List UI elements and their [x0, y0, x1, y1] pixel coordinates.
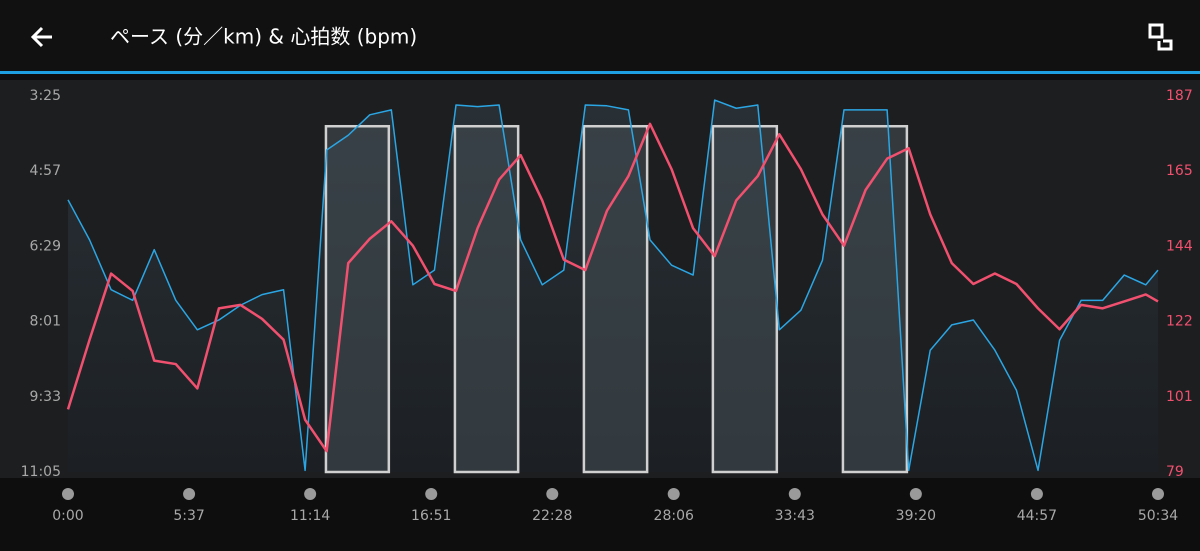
- x-tick-label: 5:37: [173, 508, 204, 524]
- x-tick-label: 44:57: [1017, 508, 1057, 524]
- x-tick-dot: [546, 488, 559, 500]
- y-tick-label: 8:01: [30, 314, 61, 330]
- y-tick-label: 4:57: [30, 163, 61, 179]
- interval: [453, 124, 520, 474]
- interval: [841, 124, 909, 474]
- x-tick-label: 50:34: [1138, 508, 1178, 524]
- x-tick-dot: [788, 488, 801, 500]
- x-tick-dot: [667, 488, 680, 500]
- y2-tick-label: 165: [1166, 163, 1193, 179]
- x-tick-dot: [304, 488, 317, 500]
- x-tick-dot: [183, 488, 196, 500]
- title: ペース (分／km) & 心拍数 (bpm): [110, 25, 417, 49]
- expand-icon: [1148, 23, 1164, 39]
- x-tick-label: 22:28: [532, 508, 572, 524]
- y2-tick-label: 122: [1166, 314, 1193, 330]
- interval: [582, 124, 649, 474]
- y-tick-label: 3:25: [30, 88, 61, 104]
- y2-tick-label: 101: [1166, 389, 1193, 405]
- y2-tick-label: 79: [1166, 464, 1184, 480]
- x-tick-dot: [425, 488, 438, 500]
- top-bar: [0, 0, 1200, 72]
- back-button[interactable]: [30, 26, 52, 48]
- x-tick-label: 16:51: [411, 508, 451, 524]
- x-tick-dot: [909, 488, 922, 500]
- y-tick-label: 9:33: [30, 389, 61, 405]
- expand-button[interactable]: [1148, 23, 1173, 51]
- expand-icon: [1157, 39, 1173, 51]
- x-tick-dot: [1030, 488, 1043, 500]
- interval: [711, 124, 779, 474]
- x-tick-dot: [1152, 488, 1164, 500]
- y-tick-label: 11:05: [21, 464, 61, 480]
- y2-tick-label: 144: [1166, 238, 1193, 254]
- x-tick-label: 11:14: [290, 508, 330, 524]
- interval: [324, 124, 391, 474]
- x-tick-label: 39:20: [896, 508, 936, 524]
- y-tick-label: 6:29: [30, 238, 61, 254]
- x-tick-label: 33:43: [775, 508, 815, 524]
- accent-line: [0, 71, 1200, 74]
- pace-line: [67, 99, 1159, 472]
- heart-rate-line: [66, 122, 1159, 453]
- x-tick-label: 28:06: [654, 508, 694, 524]
- x-tick-label: 0:00: [52, 508, 83, 524]
- y2-tick-label: 187: [1166, 88, 1193, 104]
- x-tick-dot: [62, 488, 74, 500]
